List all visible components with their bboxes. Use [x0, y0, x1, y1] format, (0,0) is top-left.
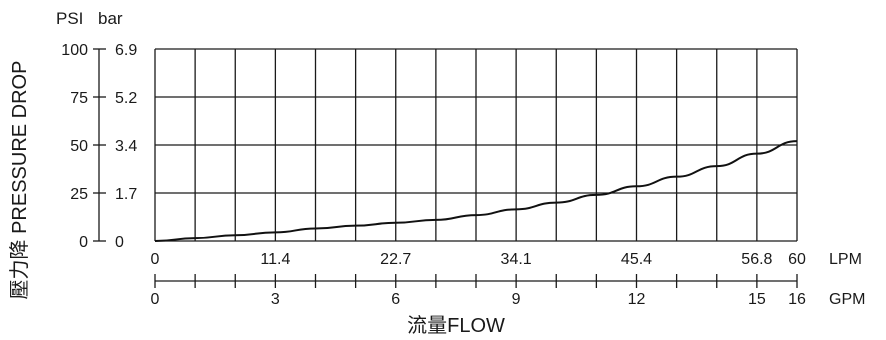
y-axis-title: 壓力降 PRESSURE DROP [8, 61, 31, 300]
psi-tick-label: 75 [70, 90, 88, 107]
gpm-tick-label: 16 [788, 291, 806, 308]
gpm-unit-label: GPM [829, 291, 865, 308]
bar-tick-label: 0 [115, 234, 124, 251]
lpm-tick-label: 11.4 [260, 251, 290, 268]
lpm-tick-label: 60 [788, 251, 806, 268]
psi-tick-label: 100 [61, 42, 88, 59]
label-layer: 0 25 50 75 100 0 1.7 3.4 5.2 6.9 0 11.4 22.7 34.1 45.4… [61, 42, 806, 308]
lpm-tick-label: 22.7 [380, 251, 411, 268]
bar-tick-label: 3.4 [115, 138, 137, 155]
gpm-tick-label: 12 [628, 291, 646, 308]
bar-tick-label: 5.2 [115, 90, 137, 107]
psi-tick-label: 25 [70, 186, 88, 203]
bar-tick-label: 1.7 [115, 186, 137, 203]
psi-tick-label: 0 [79, 234, 88, 251]
lpm-tick-label: 45.4 [621, 251, 652, 268]
x-axis-title: 流量FLOW [407, 314, 505, 337]
psi-unit-label: PSI [56, 9, 83, 28]
gpm-tick-label: 6 [391, 291, 400, 308]
lpm-tick-label: 34.1 [501, 251, 532, 268]
psi-tick-label: 50 [70, 138, 88, 155]
curve-layer [154, 140, 798, 242]
pressure-drop-curve [154, 140, 798, 242]
gpm-tick-label: 0 [151, 291, 160, 308]
gpm-tick-label: 9 [512, 291, 521, 308]
lpm-unit-label: LPM [829, 251, 862, 268]
lpm-tick-label: 0 [151, 251, 160, 268]
bar-unit-label: bar [98, 9, 123, 28]
lpm-tick-label: 56.8 [741, 251, 772, 268]
gpm-tick-label: 3 [271, 291, 280, 308]
bar-tick-label: 6.9 [115, 42, 137, 59]
axis-layer [93, 48, 798, 288]
grid-layer [154, 48, 798, 242]
gpm-tick-label: 15 [748, 291, 766, 308]
